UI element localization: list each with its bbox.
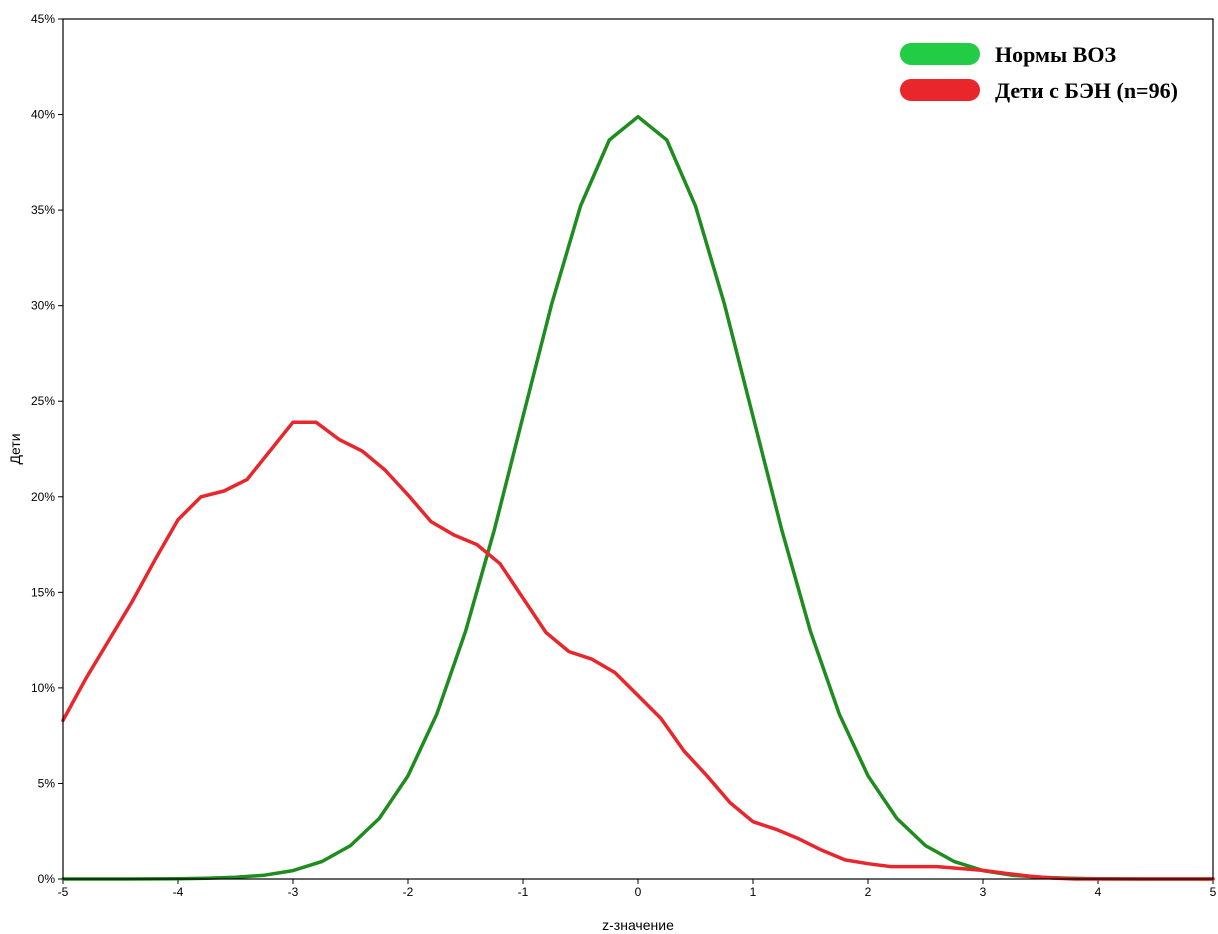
y-axis-label: Дети [7, 433, 23, 464]
x-tick-label: 2 [865, 885, 872, 899]
x-tick-label: 1 [750, 885, 757, 899]
x-tick-label: 4 [1095, 885, 1102, 899]
y-tick-label: 35% [31, 203, 55, 217]
y-tick-label: 45% [31, 12, 55, 26]
legend-swatch [900, 43, 980, 65]
x-axis-label: z-значение [602, 917, 674, 933]
x-tick-label: 3 [980, 885, 987, 899]
series-line-children-pem [61, 420, 1215, 881]
y-tick-label: 5% [38, 776, 56, 790]
y-tick-label: 40% [31, 108, 55, 122]
x-tick-label: -4 [173, 885, 184, 899]
legend-swatch [900, 79, 980, 101]
y-tick-label: 0% [38, 872, 56, 886]
x-tick-label: -1 [518, 885, 529, 899]
x-axis-ticks: -5 -4 -3 -2 -1 0 1 2 3 4 5 [58, 879, 1217, 899]
y-tick-label: 30% [31, 299, 55, 313]
plot-frame [62, 18, 1214, 880]
series-line-who-norms [61, 114, 1215, 881]
y-tick-label: 25% [31, 394, 55, 408]
x-tick-label: -3 [288, 885, 299, 899]
legend: Нормы ВОЗ Дети с БЭН (n=96) [900, 42, 1178, 103]
x-tick-label: 0 [635, 885, 642, 899]
y-tick-label: 15% [31, 585, 55, 599]
x-tick-label: 5 [1210, 885, 1217, 899]
legend-label: Нормы ВОЗ [995, 42, 1116, 67]
x-tick-label: -2 [403, 885, 414, 899]
series-lines [61, 114, 1215, 881]
legend-label: Дети с БЭН (n=96) [995, 78, 1178, 103]
y-tick-label: 10% [31, 681, 55, 695]
x-tick-label: -5 [58, 885, 69, 899]
y-axis-ticks: 0% 5% 10% 15% 20% 25% 30% 35% 40% 45% [31, 12, 63, 886]
y-tick-label: 20% [31, 490, 55, 504]
